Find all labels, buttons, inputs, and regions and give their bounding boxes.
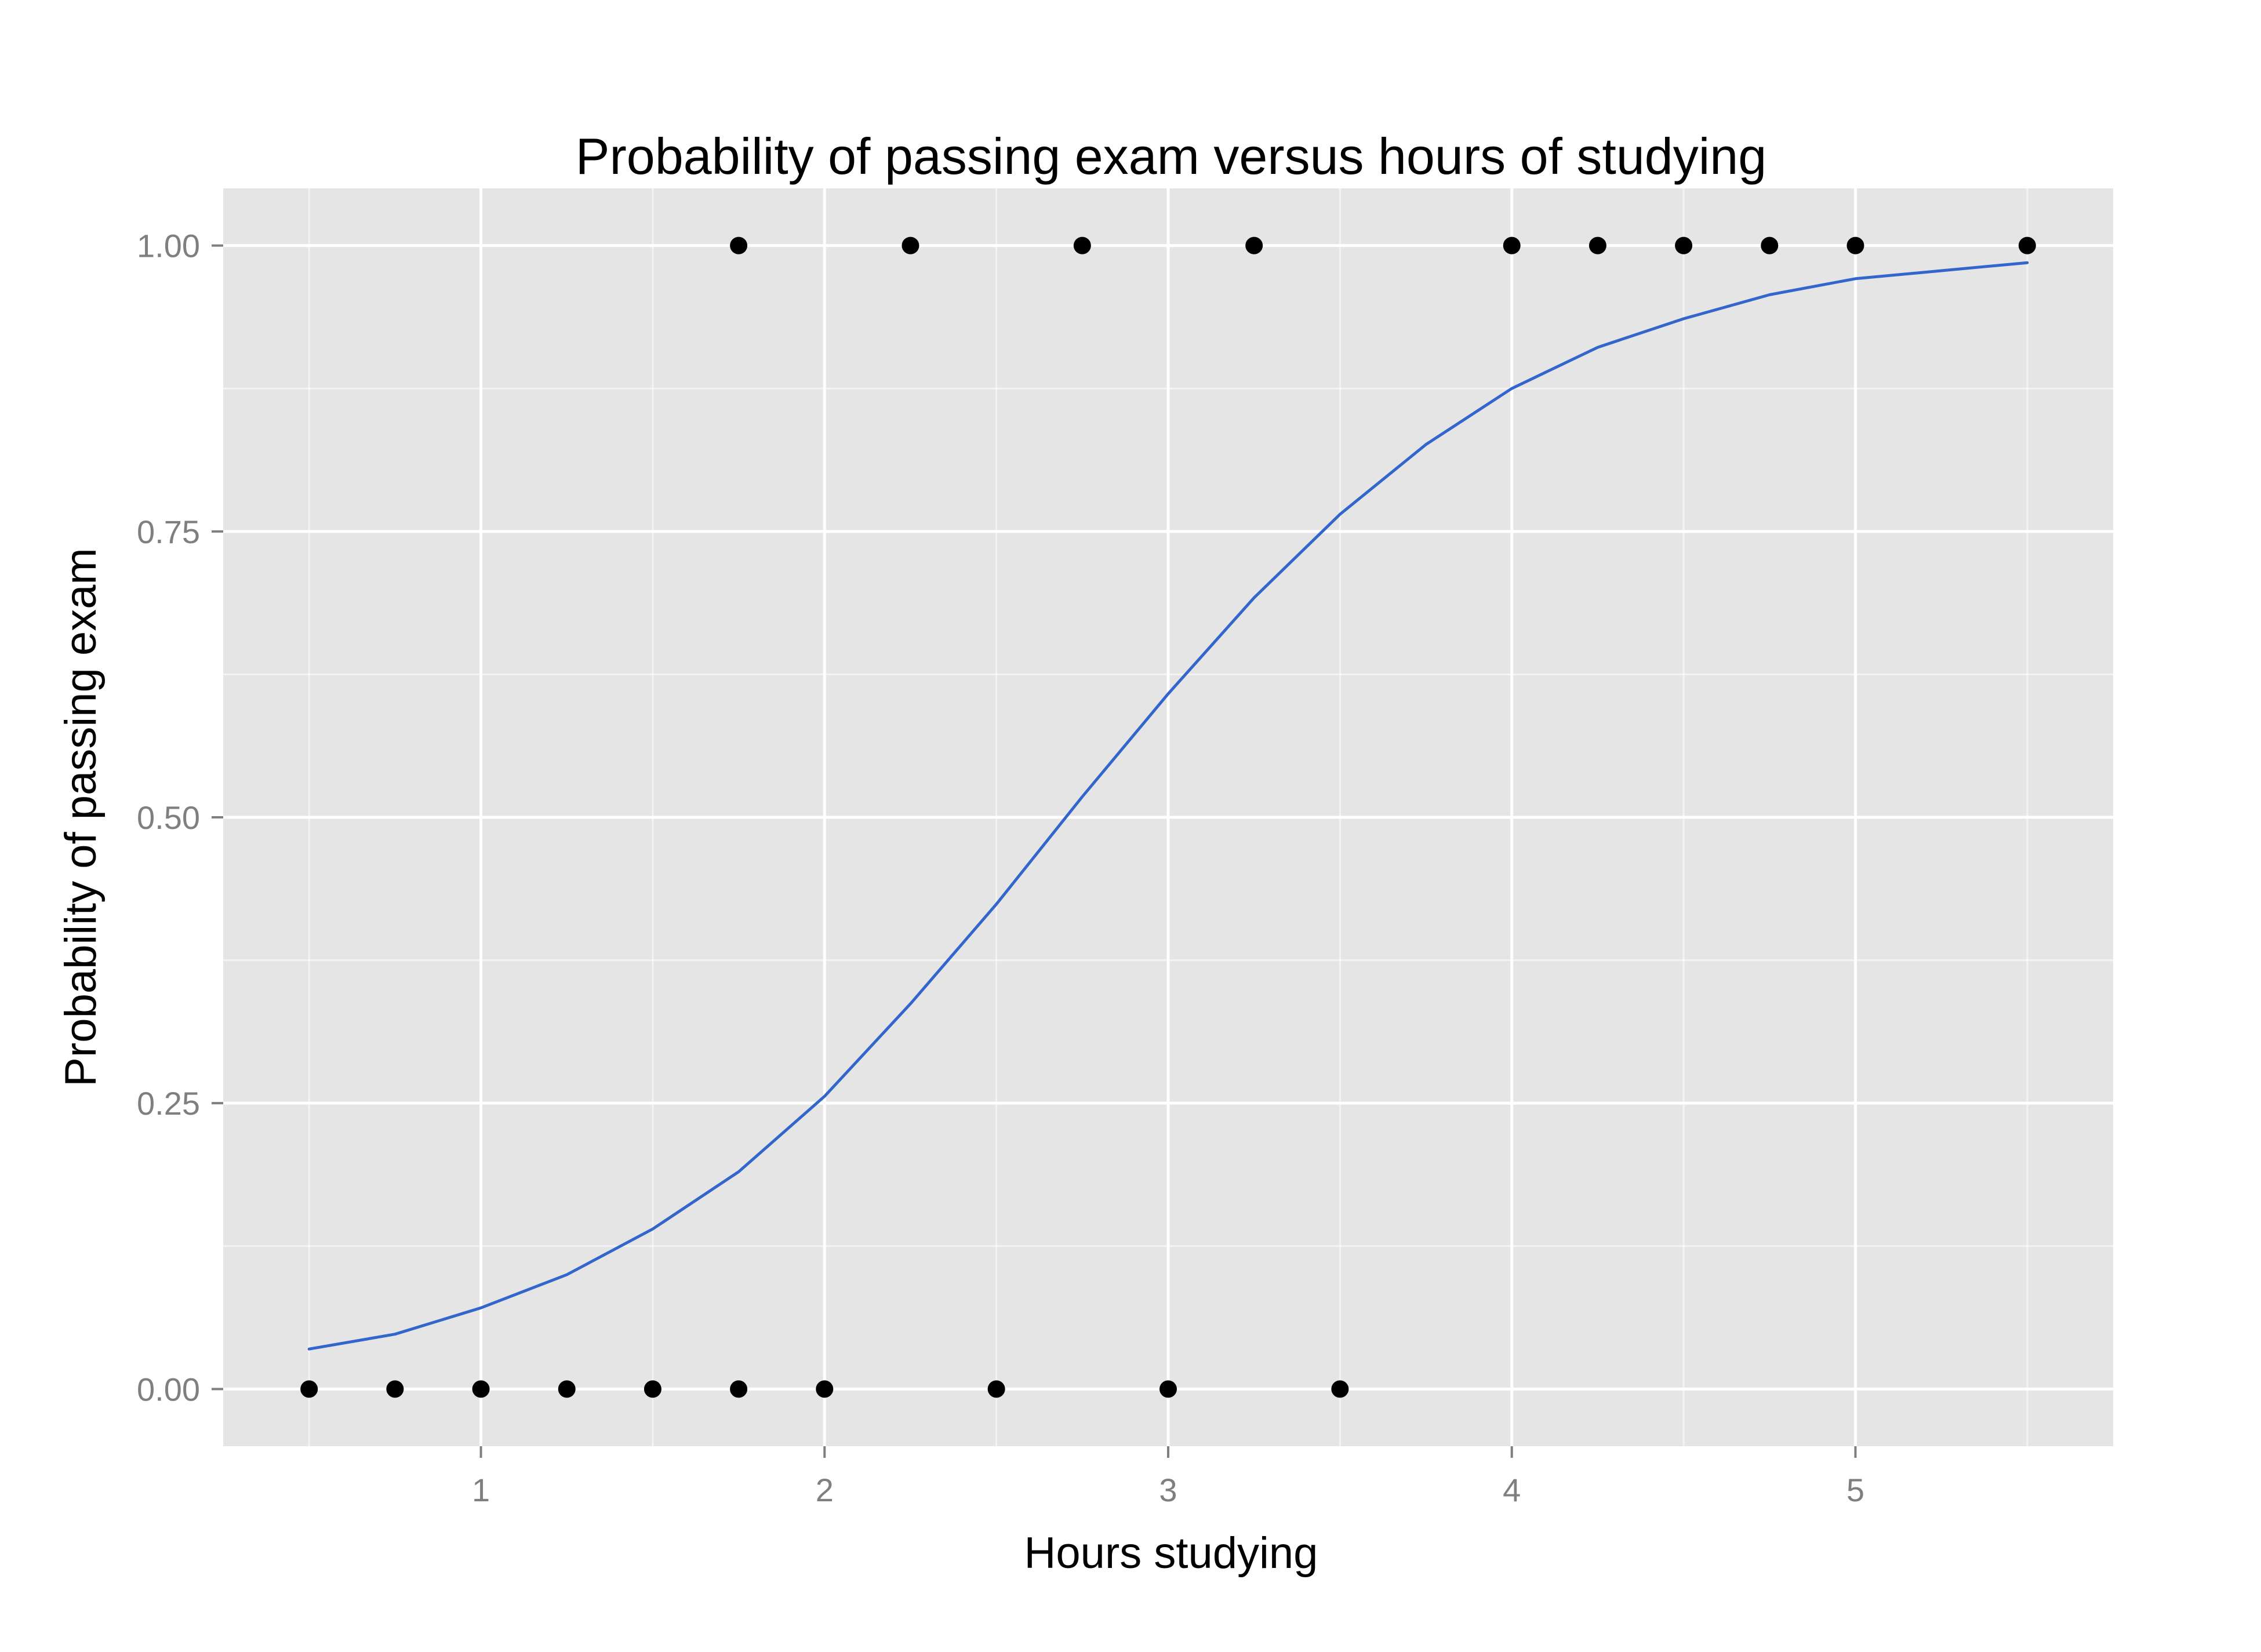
data-point xyxy=(1503,236,1521,254)
y-tick-label: 0.50 xyxy=(137,799,200,836)
y-axis-title: Probability of passing exam xyxy=(56,548,106,1086)
x-tick-label: 5 xyxy=(1846,1472,1864,1508)
data-point xyxy=(1588,236,1606,254)
data-point xyxy=(1761,236,1779,254)
y-axis-ticks: 0.00 0.25 0.50 0.75 1.00 xyxy=(137,228,223,1407)
x-tick-label: 4 xyxy=(1503,1472,1521,1508)
y-tick-label: 0.00 xyxy=(137,1371,200,1407)
data-point xyxy=(1073,236,1091,254)
data-points-layer xyxy=(300,236,2036,1398)
y-tick-label: 0.25 xyxy=(137,1085,200,1122)
data-point xyxy=(644,1380,661,1398)
data-point xyxy=(1331,1380,1349,1398)
data-point xyxy=(300,1380,318,1398)
data-point xyxy=(987,1380,1005,1398)
data-point xyxy=(386,1380,404,1398)
chart-title: Probability of passing exam versus hours… xyxy=(576,128,1766,185)
data-point xyxy=(558,1380,576,1398)
data-point xyxy=(1675,236,1693,254)
x-axis-ticks: 1 2 3 4 5 xyxy=(472,1446,1864,1508)
x-tick-label: 3 xyxy=(1159,1472,1177,1508)
x-axis-title: Hours studying xyxy=(1024,1529,1318,1578)
data-point xyxy=(1245,236,1263,254)
x-tick-label: 1 xyxy=(472,1472,490,1508)
fitted-curve-layer xyxy=(307,261,2029,1351)
data-point xyxy=(730,236,748,254)
fitted-probability-curve xyxy=(307,261,2029,1351)
data-point xyxy=(816,1380,834,1398)
data-point xyxy=(1159,1380,1177,1398)
y-tick-label: 1.00 xyxy=(137,228,200,264)
y-tick-label: 0.75 xyxy=(137,514,200,550)
data-point xyxy=(472,1380,490,1398)
data-point xyxy=(902,236,919,254)
data-point xyxy=(730,1380,748,1398)
data-point xyxy=(2018,236,2036,254)
x-tick-label: 2 xyxy=(816,1472,834,1508)
data-point xyxy=(1846,236,1864,254)
